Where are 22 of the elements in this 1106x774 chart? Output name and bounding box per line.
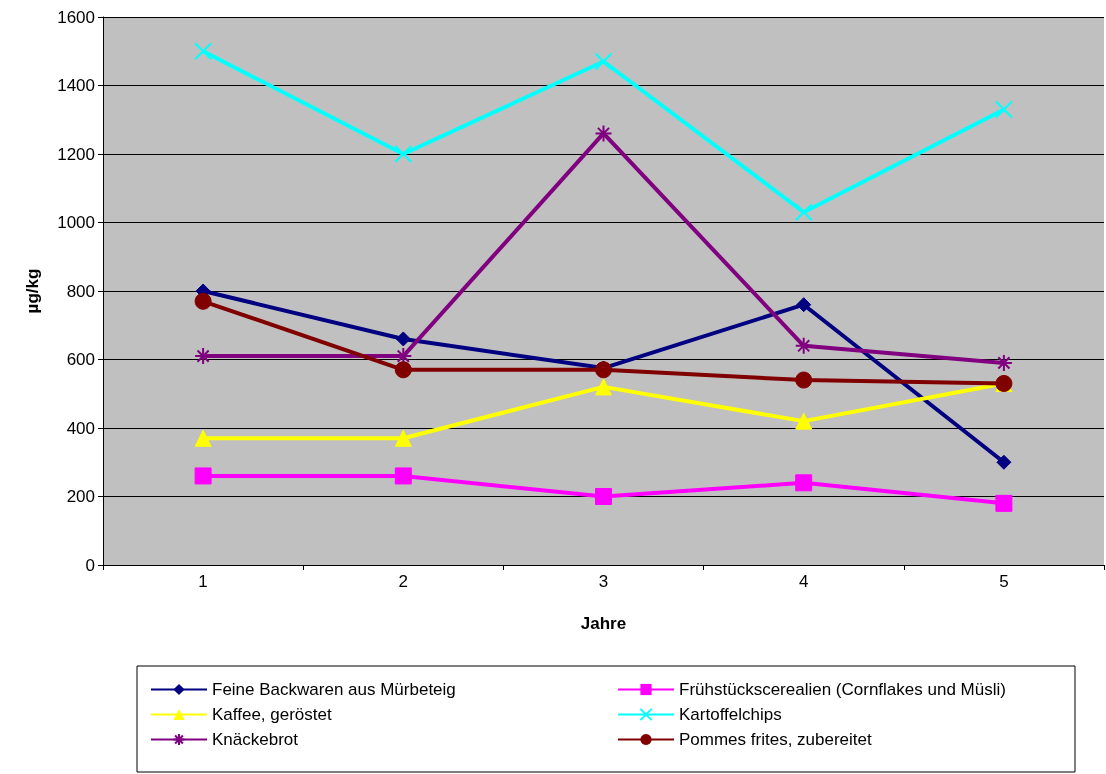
legend-label: Knäckebrot	[212, 730, 299, 749]
y-tick-label: 0	[85, 555, 95, 575]
x-tick-label: 4	[798, 572, 809, 591]
y-tick-label: 600	[66, 350, 95, 369]
x-tick-label: 3	[598, 572, 609, 591]
legend-label: Feine Backwaren aus Mürbeteig	[212, 680, 456, 699]
x-axis-title: Jahre	[580, 614, 627, 633]
y-tick-label: 1400	[57, 76, 95, 95]
legend-label: Frühstückscerealien (Cornflakes und Müsli)	[679, 680, 1006, 699]
x-tick-label: 1	[198, 572, 208, 591]
x-tick-label: 5	[999, 572, 1009, 591]
y-tick-label: 400	[66, 418, 95, 438]
x-tick-label: 2	[398, 572, 409, 591]
legend-label: Pommes frites, zubereitet	[679, 730, 873, 749]
y-tick-label: 1200	[57, 144, 95, 164]
y-tick-label: 800	[66, 281, 95, 301]
legend-label: Kaffee, geröstet	[212, 705, 332, 724]
y-tick-label: 1600	[57, 7, 95, 27]
y-tick-label: 1000	[57, 213, 95, 232]
y-axis-title: µg/kg	[23, 268, 42, 314]
legend-label: Kartoffelchips	[679, 705, 782, 724]
y-tick-label: 200	[66, 487, 95, 506]
